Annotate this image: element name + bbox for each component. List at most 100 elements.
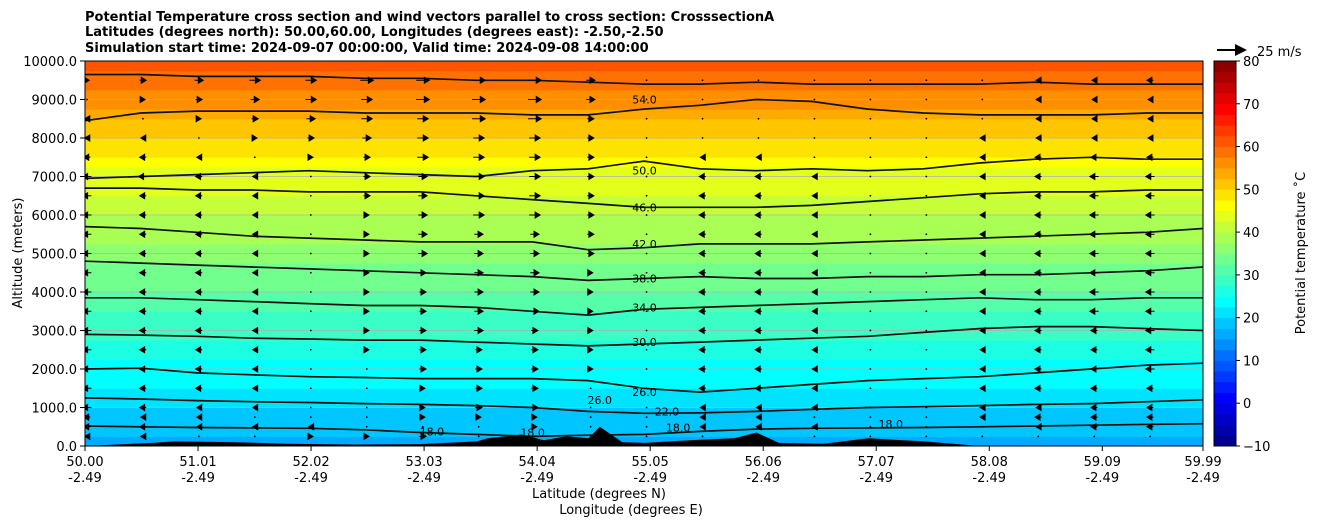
x-tick-label-longitude: -2.49 xyxy=(1085,471,1119,486)
wind-vector xyxy=(474,268,485,277)
wind-vector xyxy=(1033,153,1042,162)
wind-vector xyxy=(1035,95,1042,104)
y-tick-label: 2000.0 xyxy=(32,363,78,378)
contour-lines xyxy=(85,73,1203,438)
contour-label: 18.0 xyxy=(879,418,904,431)
wind-vector xyxy=(811,191,818,200)
wind-vector xyxy=(1033,172,1042,181)
x-tick-label-latitude: 59.99 xyxy=(1184,455,1221,470)
wind-vector xyxy=(530,288,541,296)
wind-vector xyxy=(1091,95,1098,104)
wind-vector xyxy=(137,172,148,181)
temperature-band xyxy=(85,436,1203,446)
wind-vector xyxy=(194,249,203,258)
x-tick-label-latitude: 54.04 xyxy=(519,455,556,470)
wind-vector xyxy=(249,76,262,85)
wind-vector xyxy=(587,211,595,219)
wind-vector xyxy=(419,268,428,277)
wind-vector xyxy=(587,114,595,123)
wind-vector xyxy=(528,95,543,104)
colorbar-segment xyxy=(1214,296,1236,308)
x-tick-label-longitude: -2.49 xyxy=(746,471,780,486)
wind-vector xyxy=(251,211,259,219)
x-tick-label-latitude: 51.01 xyxy=(179,455,216,470)
wind-vector xyxy=(698,307,706,316)
wind-vector xyxy=(251,268,259,277)
wind-vector xyxy=(416,76,431,85)
wind-vector xyxy=(754,230,762,239)
wind-vector xyxy=(251,288,259,296)
wind-vector xyxy=(811,249,818,258)
wind-vector xyxy=(363,268,370,277)
colorbar-segment xyxy=(1214,167,1236,180)
wind-vector xyxy=(1088,249,1099,258)
wind-vector xyxy=(645,156,648,159)
wind-vector xyxy=(869,98,872,101)
contour-line xyxy=(85,73,1203,85)
temperature-band xyxy=(85,70,1203,81)
wind-vector xyxy=(1033,326,1042,335)
colorbar-segment xyxy=(1214,178,1236,190)
temperature-band xyxy=(85,234,1203,245)
x-tick-label-latitude: 59.09 xyxy=(1084,455,1121,470)
wind-vector xyxy=(754,326,762,335)
wind-vector xyxy=(754,268,762,277)
temperature-band xyxy=(85,378,1203,389)
wind-vector xyxy=(419,403,426,412)
wind-vector xyxy=(309,214,312,216)
wind-vector xyxy=(1144,307,1155,316)
wind-vector xyxy=(529,172,542,181)
y-tick-label: 6000.0 xyxy=(32,209,78,224)
wind-vector xyxy=(869,214,872,216)
wind-vector xyxy=(251,403,259,412)
wind-vector xyxy=(701,98,704,101)
colorbar-segment xyxy=(1214,403,1236,415)
wind-vector xyxy=(1145,403,1154,412)
wind-vector xyxy=(587,249,595,258)
wind-vector xyxy=(811,384,818,393)
wind-vector xyxy=(925,348,928,351)
wind-vector xyxy=(363,172,372,181)
wind-vectors xyxy=(85,76,1155,441)
colorbar-segment xyxy=(1214,392,1236,404)
wind-vector xyxy=(701,435,704,438)
contour-label: 18.0 xyxy=(420,425,445,438)
wind-vector xyxy=(251,191,259,200)
wind-vector xyxy=(194,384,203,393)
wind-vector xyxy=(979,134,986,142)
wind-vector xyxy=(1089,345,1098,354)
wind-vector xyxy=(757,117,760,120)
wind-vector xyxy=(1033,211,1042,219)
wind-vector xyxy=(418,191,429,200)
wind-vector xyxy=(755,422,762,431)
y-tick-label: 5000.0 xyxy=(32,248,78,263)
wind-vector xyxy=(869,310,872,313)
wind-vector xyxy=(250,95,261,104)
wind-vector xyxy=(813,98,816,101)
x-tick-label-longitude: -2.49 xyxy=(407,471,441,486)
colorbar-segment xyxy=(1214,125,1236,137)
wind-vector xyxy=(475,345,483,354)
wind-vector xyxy=(645,416,648,419)
wind-vector xyxy=(645,271,648,274)
colorbar-label: Potential temperature ˚C xyxy=(1293,172,1309,335)
temperature-band xyxy=(85,359,1203,370)
wind-vector xyxy=(699,413,706,422)
wind-vector xyxy=(530,307,541,316)
wind-vector xyxy=(309,271,312,274)
wind-vector xyxy=(811,268,818,277)
colorbar-segment xyxy=(1214,285,1236,297)
temperature-band xyxy=(85,320,1203,331)
wind-vector xyxy=(1088,191,1099,200)
wind-vector xyxy=(755,413,762,422)
wind-vector xyxy=(307,134,316,142)
wind-vector xyxy=(472,76,487,85)
temperature-band xyxy=(85,118,1203,129)
temperature-band xyxy=(85,128,1203,139)
wind-vector xyxy=(531,422,538,431)
wind-vector xyxy=(418,230,429,239)
y-tick-label: 8000.0 xyxy=(32,132,78,147)
wind-vector xyxy=(813,137,816,139)
wind-vector xyxy=(754,384,762,393)
x-tick-label-latitude: 56.06 xyxy=(745,455,782,470)
